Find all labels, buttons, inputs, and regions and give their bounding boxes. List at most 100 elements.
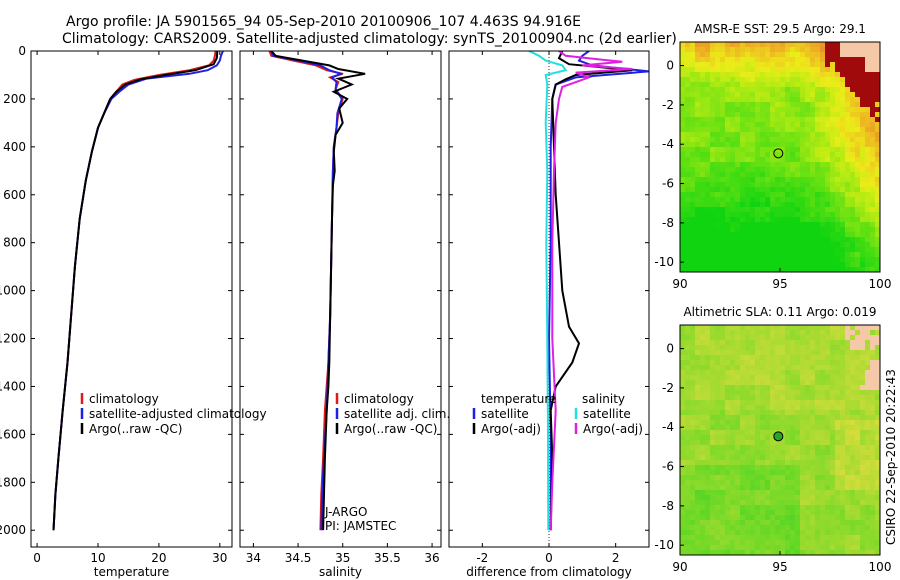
- sst-cell: [800, 212, 806, 218]
- sst-cell: [860, 212, 866, 218]
- sst-cell: [700, 192, 706, 198]
- sst-cell: [815, 267, 821, 273]
- sla-cell: [860, 345, 866, 351]
- sst-cell: [790, 162, 796, 168]
- sla-cell: [775, 350, 781, 356]
- sst-cell: [755, 152, 761, 158]
- sst-cell: [700, 237, 706, 243]
- sla-cell: [870, 415, 876, 421]
- sst-cell: [765, 47, 771, 53]
- sla-cell: [815, 410, 821, 416]
- sla-cell: [775, 425, 781, 431]
- sla-cell: [860, 425, 866, 431]
- sst-cell: [850, 147, 856, 153]
- sla-cell: [835, 350, 841, 356]
- sst-cell: [795, 157, 801, 163]
- sst-cell: [840, 267, 846, 273]
- sst-cell: [845, 187, 851, 193]
- sla-cell: [720, 365, 726, 371]
- sst-cell: [830, 52, 836, 58]
- sst-cell: [715, 77, 721, 83]
- sst-cell: [815, 207, 821, 213]
- sst-cell: [720, 67, 726, 73]
- sst-cell: [725, 92, 731, 98]
- sla-cell: [855, 345, 861, 351]
- sst-cell: [690, 232, 696, 238]
- sla-cell: [750, 450, 756, 456]
- sst-cell: [795, 77, 801, 83]
- sst-cell: [775, 182, 781, 188]
- sst-cell: [705, 142, 711, 148]
- sst-cell: [870, 162, 876, 168]
- sla-cell: [790, 385, 796, 391]
- sla-cell: [855, 450, 861, 456]
- sla-cell: [810, 375, 816, 381]
- sst-cell: [765, 107, 771, 113]
- sla-cell: [855, 330, 861, 336]
- sla-cell: [855, 445, 861, 451]
- sst-cell: [685, 67, 691, 73]
- sst-cell: [850, 247, 856, 253]
- sla-cell: [815, 475, 821, 481]
- sla-cell: [840, 440, 846, 446]
- sla-cell: [810, 380, 816, 386]
- sla-cell: [805, 480, 811, 486]
- sst-cell: [695, 127, 701, 133]
- sla-cell: [825, 415, 831, 421]
- sla-cell: [740, 465, 746, 471]
- sst-cell: [860, 62, 866, 68]
- sla-cell: [755, 510, 761, 516]
- sst-cell: [680, 117, 686, 123]
- sla-cell: [690, 410, 696, 416]
- sla-cell: [740, 380, 746, 386]
- sst-cell: [795, 257, 801, 263]
- sla-cell: [865, 410, 871, 416]
- sla-cell: [680, 465, 686, 471]
- sst-cell: [825, 132, 831, 138]
- sst-cell: [785, 217, 791, 223]
- sla-cell: [855, 420, 861, 426]
- sst-cell: [800, 92, 806, 98]
- sla-cell: [830, 455, 836, 461]
- sla-cell: [795, 365, 801, 371]
- sst-cell: [775, 202, 781, 208]
- sla-cell: [725, 400, 731, 406]
- sla-cell: [770, 500, 776, 506]
- sla-cell: [710, 475, 716, 481]
- sst-cell: [755, 62, 761, 68]
- sst-cell: [810, 247, 816, 253]
- y-tick-label: 0: [666, 59, 674, 73]
- sla-cell: [815, 520, 821, 526]
- sst-cell: [870, 207, 876, 213]
- sla-cell: [785, 505, 791, 511]
- sla-cell: [875, 525, 881, 531]
- sla-cell: [715, 445, 721, 451]
- sst-cell: [875, 132, 881, 138]
- sla-cell: [785, 425, 791, 431]
- sst-cell: [815, 197, 821, 203]
- sla-cell: [750, 350, 756, 356]
- sst-cell: [860, 252, 866, 258]
- sla-cell: [770, 445, 776, 451]
- y-tick-label: 0: [666, 342, 674, 356]
- sla-cell: [795, 430, 801, 436]
- sla-cell: [720, 455, 726, 461]
- sla-cell: [765, 330, 771, 336]
- sla-cell: [745, 370, 751, 376]
- sla-cell: [810, 335, 816, 341]
- sla-cell: [800, 475, 806, 481]
- sla-cell: [760, 410, 766, 416]
- sla-cell: [685, 435, 691, 441]
- sla-cell: [705, 410, 711, 416]
- sst-cell: [870, 42, 876, 48]
- sla-cell: [685, 510, 691, 516]
- sla-cell: [835, 395, 841, 401]
- sst-cell: [865, 237, 871, 243]
- sla-cell: [815, 505, 821, 511]
- sst-cell: [680, 147, 686, 153]
- sla-cell: [705, 355, 711, 361]
- sst-cell: [690, 197, 696, 203]
- series-line-sal_argo: [549, 51, 633, 531]
- sla-cell: [730, 535, 736, 541]
- sst-cell: [735, 62, 741, 68]
